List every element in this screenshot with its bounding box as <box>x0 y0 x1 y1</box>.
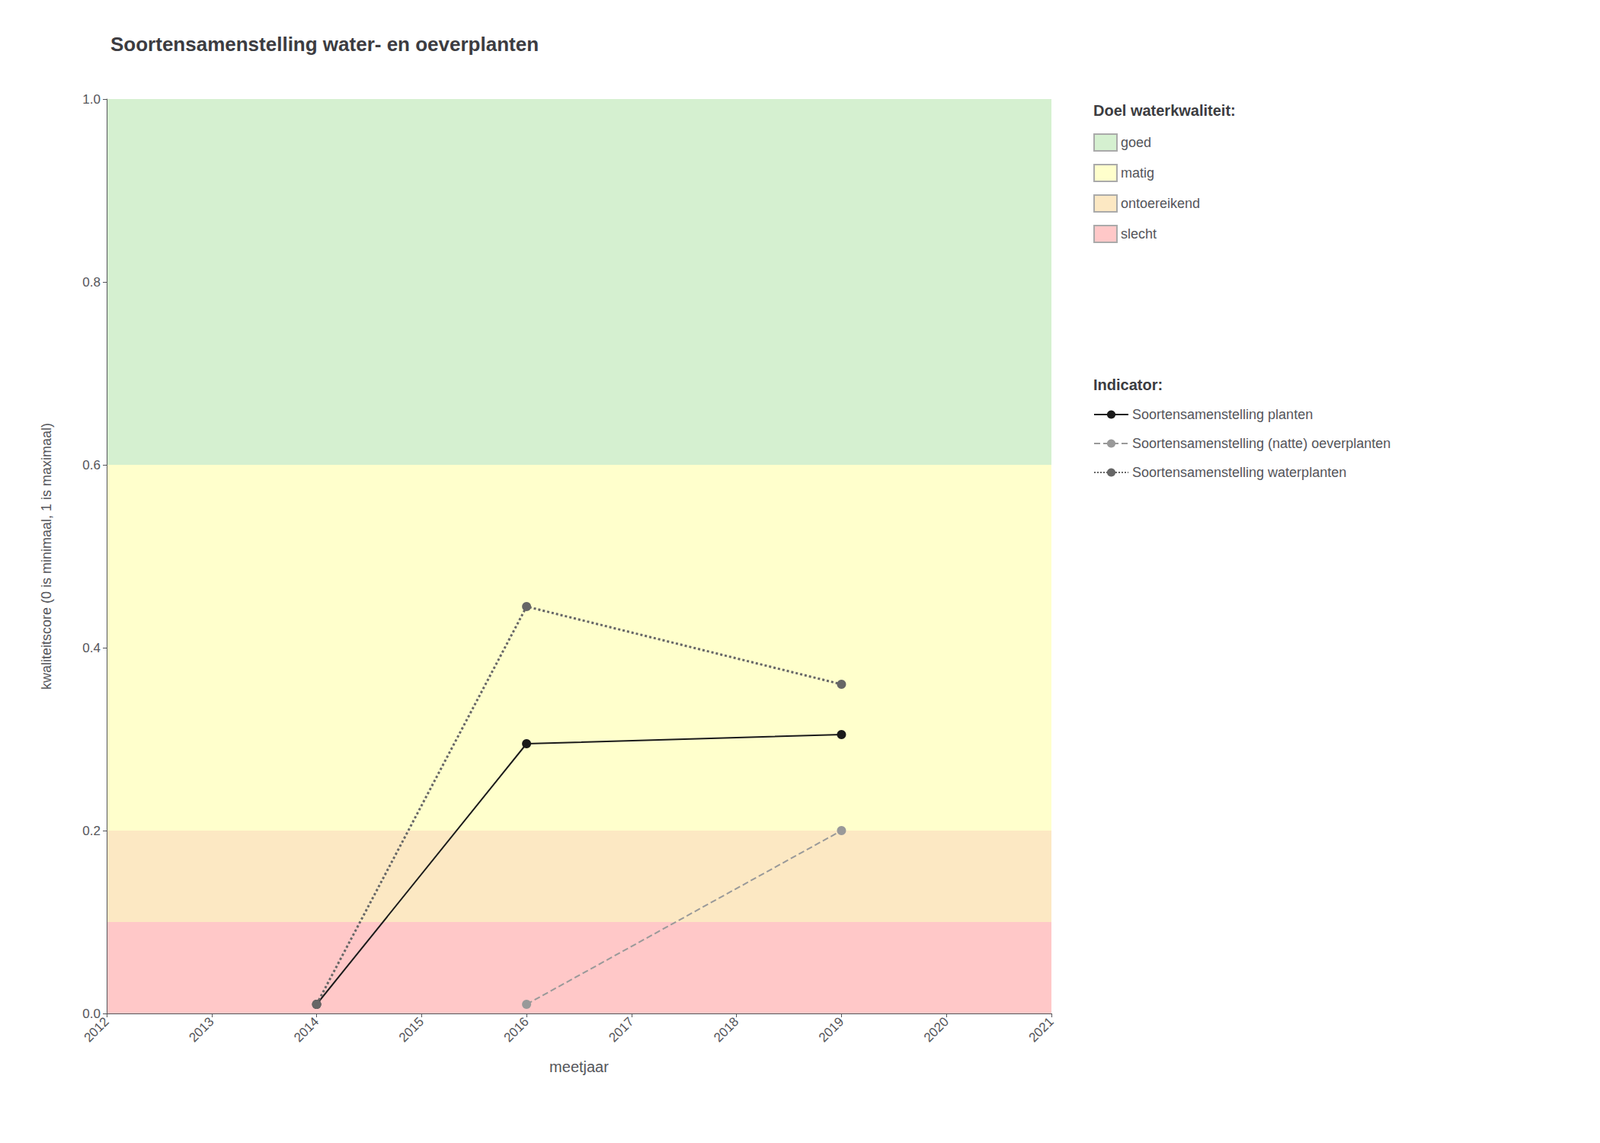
svg-text:2016: 2016 <box>501 1014 532 1045</box>
svg-text:slecht: slecht <box>1120 226 1157 242</box>
svg-text:kwaliteitscore (0 is minimaal,: kwaliteitscore (0 is minimaal, 1 is maxi… <box>38 422 55 690</box>
svg-text:2021: 2021 <box>1026 1014 1057 1045</box>
svg-text:2020: 2020 <box>921 1014 952 1045</box>
svg-text:2019: 2019 <box>816 1014 847 1045</box>
svg-text:2018: 2018 <box>710 1014 742 1045</box>
svg-text:2017: 2017 <box>605 1014 637 1045</box>
svg-text:Indicator:: Indicator: <box>1093 376 1163 394</box>
svg-text:2014: 2014 <box>291 1014 322 1045</box>
svg-text:0.6: 0.6 <box>82 457 101 473</box>
svg-text:0.2: 0.2 <box>82 823 101 839</box>
svg-text:2012: 2012 <box>81 1014 112 1045</box>
svg-text:Soortensamenstelling water- en: Soortensamenstelling water- en oeverplan… <box>110 32 539 56</box>
svg-text:Soortensamenstelling waterplan: Soortensamenstelling waterplanten <box>1132 464 1347 480</box>
svg-text:0.8: 0.8 <box>82 275 101 290</box>
svg-text:ontoereikend: ontoereikend <box>1120 195 1200 212</box>
svg-text:Soortensamenstelling planten: Soortensamenstelling planten <box>1132 406 1313 423</box>
svg-text:0.4: 0.4 <box>82 640 101 656</box>
svg-text:2015: 2015 <box>396 1014 427 1045</box>
svg-text:Soortensamenstelling (natte) o: Soortensamenstelling (natte) oeverplante… <box>1132 435 1391 452</box>
svg-text:meetjaar: meetjaar <box>549 1058 609 1076</box>
svg-text:matig: matig <box>1120 165 1155 181</box>
svg-text:goed: goed <box>1120 134 1152 151</box>
svg-text:1.0: 1.0 <box>82 92 101 107</box>
svg-text:0.0: 0.0 <box>82 1006 101 1021</box>
svg-text:Doel waterkwaliteit:: Doel waterkwaliteit: <box>1093 102 1236 119</box>
svg-text:2013: 2013 <box>185 1014 217 1045</box>
